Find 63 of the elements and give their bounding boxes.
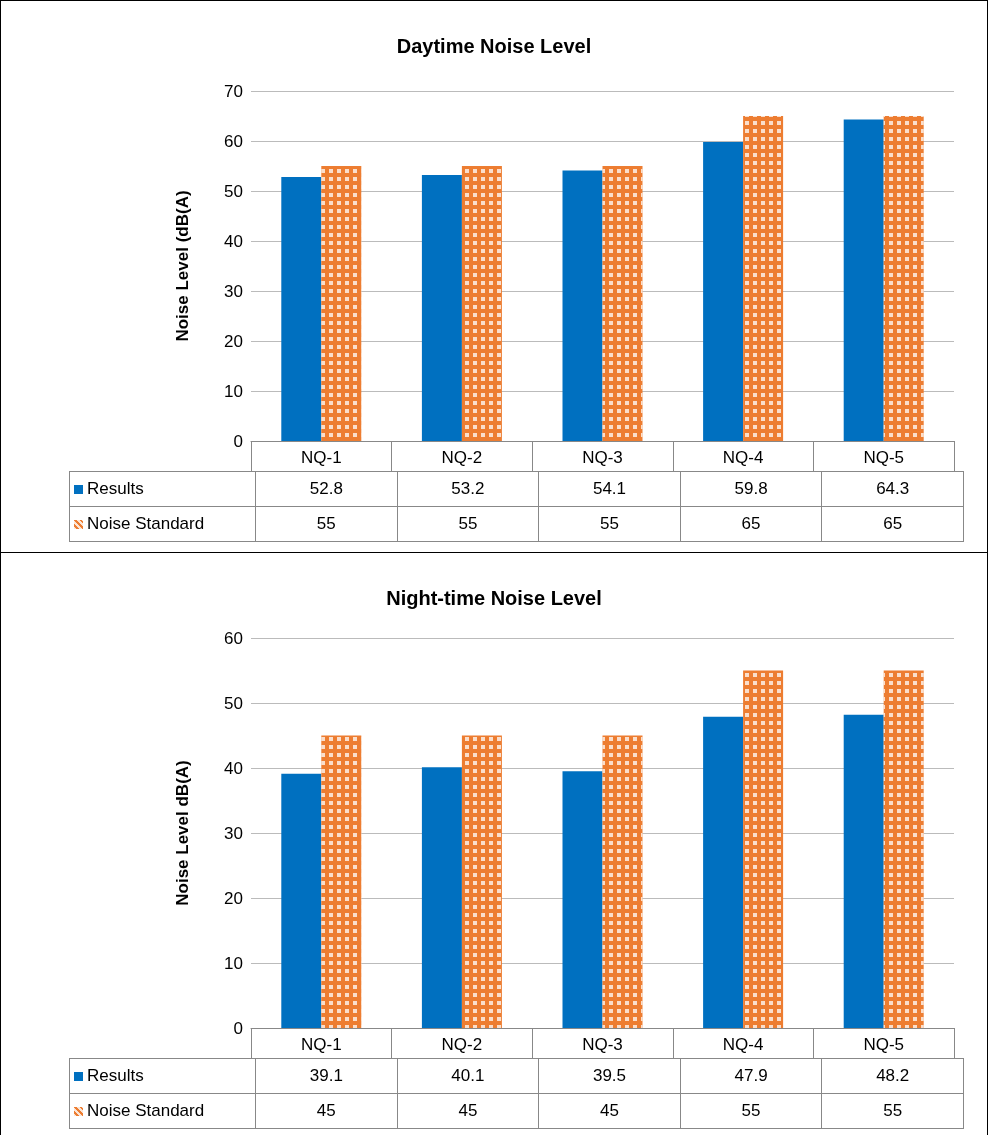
y-tick-label: 30 bbox=[224, 281, 243, 301]
y-tick-label: 0 bbox=[233, 431, 243, 451]
bar bbox=[421, 175, 462, 441]
legend-label: Results bbox=[69, 1058, 256, 1094]
bar bbox=[843, 119, 884, 441]
x-tick-label: NQ-5 bbox=[863, 1035, 905, 1054]
data-label: 55 bbox=[255, 506, 398, 542]
x-tick-label: NQ-2 bbox=[441, 448, 483, 467]
x-tick-label: NQ-2 bbox=[441, 1035, 483, 1054]
x-tick-label: NQ-3 bbox=[582, 1035, 623, 1054]
bar bbox=[281, 177, 322, 441]
bar bbox=[562, 170, 603, 441]
y-tick-label: 40 bbox=[224, 758, 243, 778]
data-label: 52.8 bbox=[255, 471, 398, 507]
data-label: 65 bbox=[680, 506, 822, 542]
data-label: 45 bbox=[538, 1093, 681, 1129]
data-label: 48.2 bbox=[821, 1058, 964, 1094]
y-tick-label: 50 bbox=[224, 181, 243, 201]
legend-label: Results bbox=[69, 471, 256, 507]
x-tick-label: NQ-1 bbox=[300, 1035, 342, 1054]
data-label: 55 bbox=[680, 1093, 822, 1129]
data-label: 55 bbox=[397, 506, 539, 542]
legend-label: Noise Standard bbox=[69, 506, 256, 542]
y-axis-title: Noise Level dB(A) bbox=[173, 760, 192, 906]
x-tick-label: NQ-1 bbox=[300, 448, 342, 467]
y-axis-title: Noise Level (dB(A) bbox=[173, 190, 192, 342]
y-tick-label: 60 bbox=[224, 628, 243, 648]
data-label: 55 bbox=[538, 506, 681, 542]
x-tick-label: NQ-3 bbox=[582, 448, 623, 467]
x-tick-label: NQ-4 bbox=[722, 1035, 764, 1054]
data-label: 39.5 bbox=[538, 1058, 681, 1094]
data-label: 47.9 bbox=[680, 1058, 822, 1094]
bar bbox=[281, 773, 322, 1028]
data-label: 64.3 bbox=[821, 471, 964, 507]
data-label: 45 bbox=[255, 1093, 398, 1129]
data-label: 45 bbox=[397, 1093, 539, 1129]
y-tick-label: 40 bbox=[224, 231, 243, 251]
data-label: 59.8 bbox=[680, 471, 822, 507]
y-tick-label: 0 bbox=[233, 1018, 243, 1038]
y-tick-label: 30 bbox=[224, 823, 243, 843]
data-label: 39.1 bbox=[255, 1058, 398, 1094]
bar bbox=[703, 142, 744, 441]
x-tick-label: NQ-4 bbox=[722, 448, 764, 467]
y-tick-label: 70 bbox=[224, 81, 243, 101]
legend-label: Noise Standard bbox=[69, 1093, 256, 1129]
y-tick-label: 10 bbox=[224, 381, 243, 401]
data-label: 53.2 bbox=[397, 471, 539, 507]
data-label: 40.1 bbox=[397, 1058, 539, 1094]
x-tick-label: NQ-5 bbox=[863, 448, 905, 467]
y-tick-label: 10 bbox=[224, 953, 243, 973]
chart-title: Night-time Noise Level bbox=[386, 587, 602, 609]
bar bbox=[421, 767, 462, 1028]
y-tick-label: 20 bbox=[224, 331, 243, 351]
data-label: 54.1 bbox=[538, 471, 681, 507]
data-label: 55 bbox=[821, 1093, 964, 1129]
y-tick-label: 20 bbox=[224, 888, 243, 908]
data-label: 65 bbox=[821, 506, 964, 542]
bar bbox=[562, 771, 603, 1028]
bar bbox=[703, 716, 744, 1028]
chart-title: Daytime Noise Level bbox=[396, 35, 592, 57]
y-tick-label: 50 bbox=[224, 693, 243, 713]
y-tick-label: 60 bbox=[224, 131, 243, 151]
bar bbox=[843, 714, 884, 1028]
